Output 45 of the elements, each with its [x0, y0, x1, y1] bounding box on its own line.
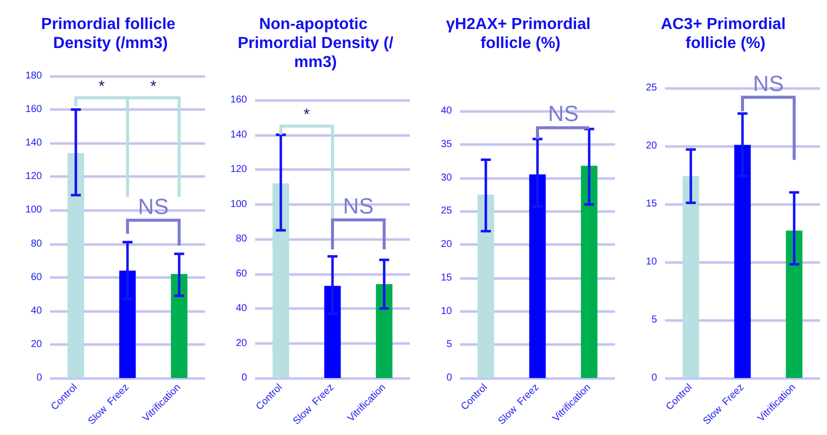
y-tick-label: 140: [230, 129, 248, 140]
y-tick-label: 60: [30, 272, 42, 283]
annotation: NS: [753, 70, 784, 96]
y-tick-label: 20: [646, 140, 658, 152]
y-tick-label: 160: [25, 104, 42, 116]
y-tick-label: 180: [25, 70, 42, 82]
y-tick-label: 35: [440, 138, 452, 150]
annotation: NS: [138, 194, 169, 219]
y-tick-label: 60: [236, 268, 248, 280]
annotation: NS: [343, 193, 374, 218]
y-tick-label: 20: [236, 338, 248, 349]
y-tick-label: 40: [236, 303, 248, 314]
y-tick-label: 120: [25, 171, 42, 182]
y-tick-label: 160: [230, 94, 248, 106]
chart-title: Primordial follicle Density (/mm3): [41, 16, 180, 52]
annotation: *: [150, 78, 156, 96]
y-tick-label: 30: [440, 172, 452, 184]
y-tick-label: 40: [440, 106, 452, 116]
y-tick-label: 0: [446, 372, 452, 384]
y-tick-label: 0: [241, 372, 248, 384]
y-tick-label: 0: [36, 372, 42, 384]
y-tick-label: 10: [440, 306, 452, 317]
y-tick-label: 140: [25, 138, 42, 149]
y-tick-label: 5: [446, 339, 452, 350]
annotation: *: [304, 106, 310, 124]
chart-title: AC3+ Primordial follicle (%): [660, 16, 790, 52]
y-tick-label: 5: [651, 314, 658, 326]
y-tick-label: 15: [440, 272, 452, 284]
y-tick-label: 40: [30, 305, 42, 316]
y-tick-label: 20: [30, 338, 42, 350]
y-tick-label: 10: [646, 256, 658, 268]
y-tick-label: 20: [440, 239, 452, 250]
y-tick-label: 80: [236, 234, 248, 244]
y-tick-label: 80: [30, 238, 42, 250]
y-tick-label: 0: [651, 372, 658, 384]
chart-title: γH2AX+ Primordial follicle (%): [446, 16, 595, 52]
annotation: *: [98, 78, 105, 96]
y-tick-label: 100: [25, 204, 42, 216]
y-tick-label: 15: [646, 198, 658, 210]
annotation: NS: [548, 101, 579, 126]
chart-title: Non-apoptotic Primordial Density (/mm3): [238, 16, 394, 71]
y-tick-label: 120: [230, 164, 248, 175]
y-tick-label: 25: [646, 82, 658, 94]
y-tick-label: 100: [230, 198, 248, 210]
y-tick-label: 25: [440, 206, 452, 217]
